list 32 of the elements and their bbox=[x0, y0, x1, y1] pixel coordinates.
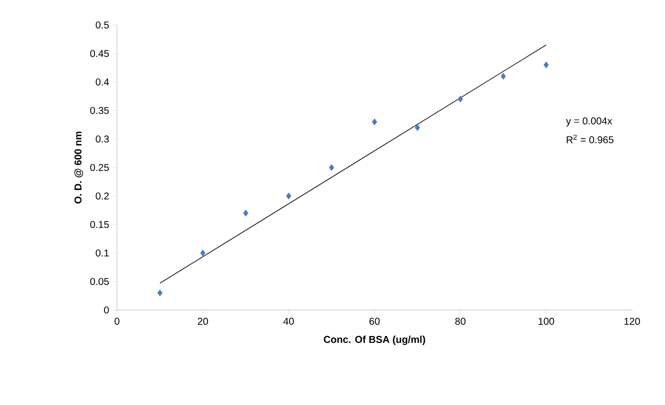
y-tick-label: 0.25 bbox=[90, 164, 109, 172]
annotation: y = 0.004x bbox=[566, 117, 612, 126]
x-tick-label: 120 bbox=[624, 318, 640, 325]
y-tick-label: 0.15 bbox=[90, 220, 109, 228]
y-tick-label: 0.35 bbox=[90, 106, 109, 114]
point bbox=[200, 250, 206, 256]
y-tick-label: 0.3 bbox=[96, 135, 109, 143]
y-tick-label: 0 bbox=[104, 306, 109, 314]
point bbox=[286, 192, 292, 200]
x-tick-label: 0 bbox=[114, 318, 120, 325]
x-tick-label: 100 bbox=[538, 318, 554, 325]
point bbox=[372, 118, 378, 126]
point bbox=[500, 72, 506, 80]
y-axis-title: O. D. @ 600 nm bbox=[74, 132, 84, 204]
x-tick-label: 80 bbox=[455, 318, 466, 325]
point bbox=[544, 62, 549, 68]
y-tick-label: 0.45 bbox=[90, 50, 109, 58]
point bbox=[328, 164, 334, 171]
point bbox=[414, 124, 420, 131]
x-tick-label: 60 bbox=[369, 318, 380, 325]
annotation: R$^{2}$ = 0.965 bbox=[566, 134, 614, 144]
y-tick-label: 0.4 bbox=[96, 78, 109, 86]
y-tick-label: 0.05 bbox=[90, 278, 109, 286]
point bbox=[458, 96, 463, 102]
x-tick-label: 20 bbox=[198, 318, 208, 325]
y-tick-label: 0.1 bbox=[96, 249, 109, 257]
y-tick-label: 0.2 bbox=[96, 192, 109, 200]
y-tick-label: 0.5 bbox=[96, 21, 109, 29]
point bbox=[157, 290, 163, 296]
x-axis-title: Conc. Of BSA (ug/ml) bbox=[324, 336, 426, 345]
point bbox=[243, 210, 248, 216]
x-tick-label: 40 bbox=[283, 318, 294, 325]
